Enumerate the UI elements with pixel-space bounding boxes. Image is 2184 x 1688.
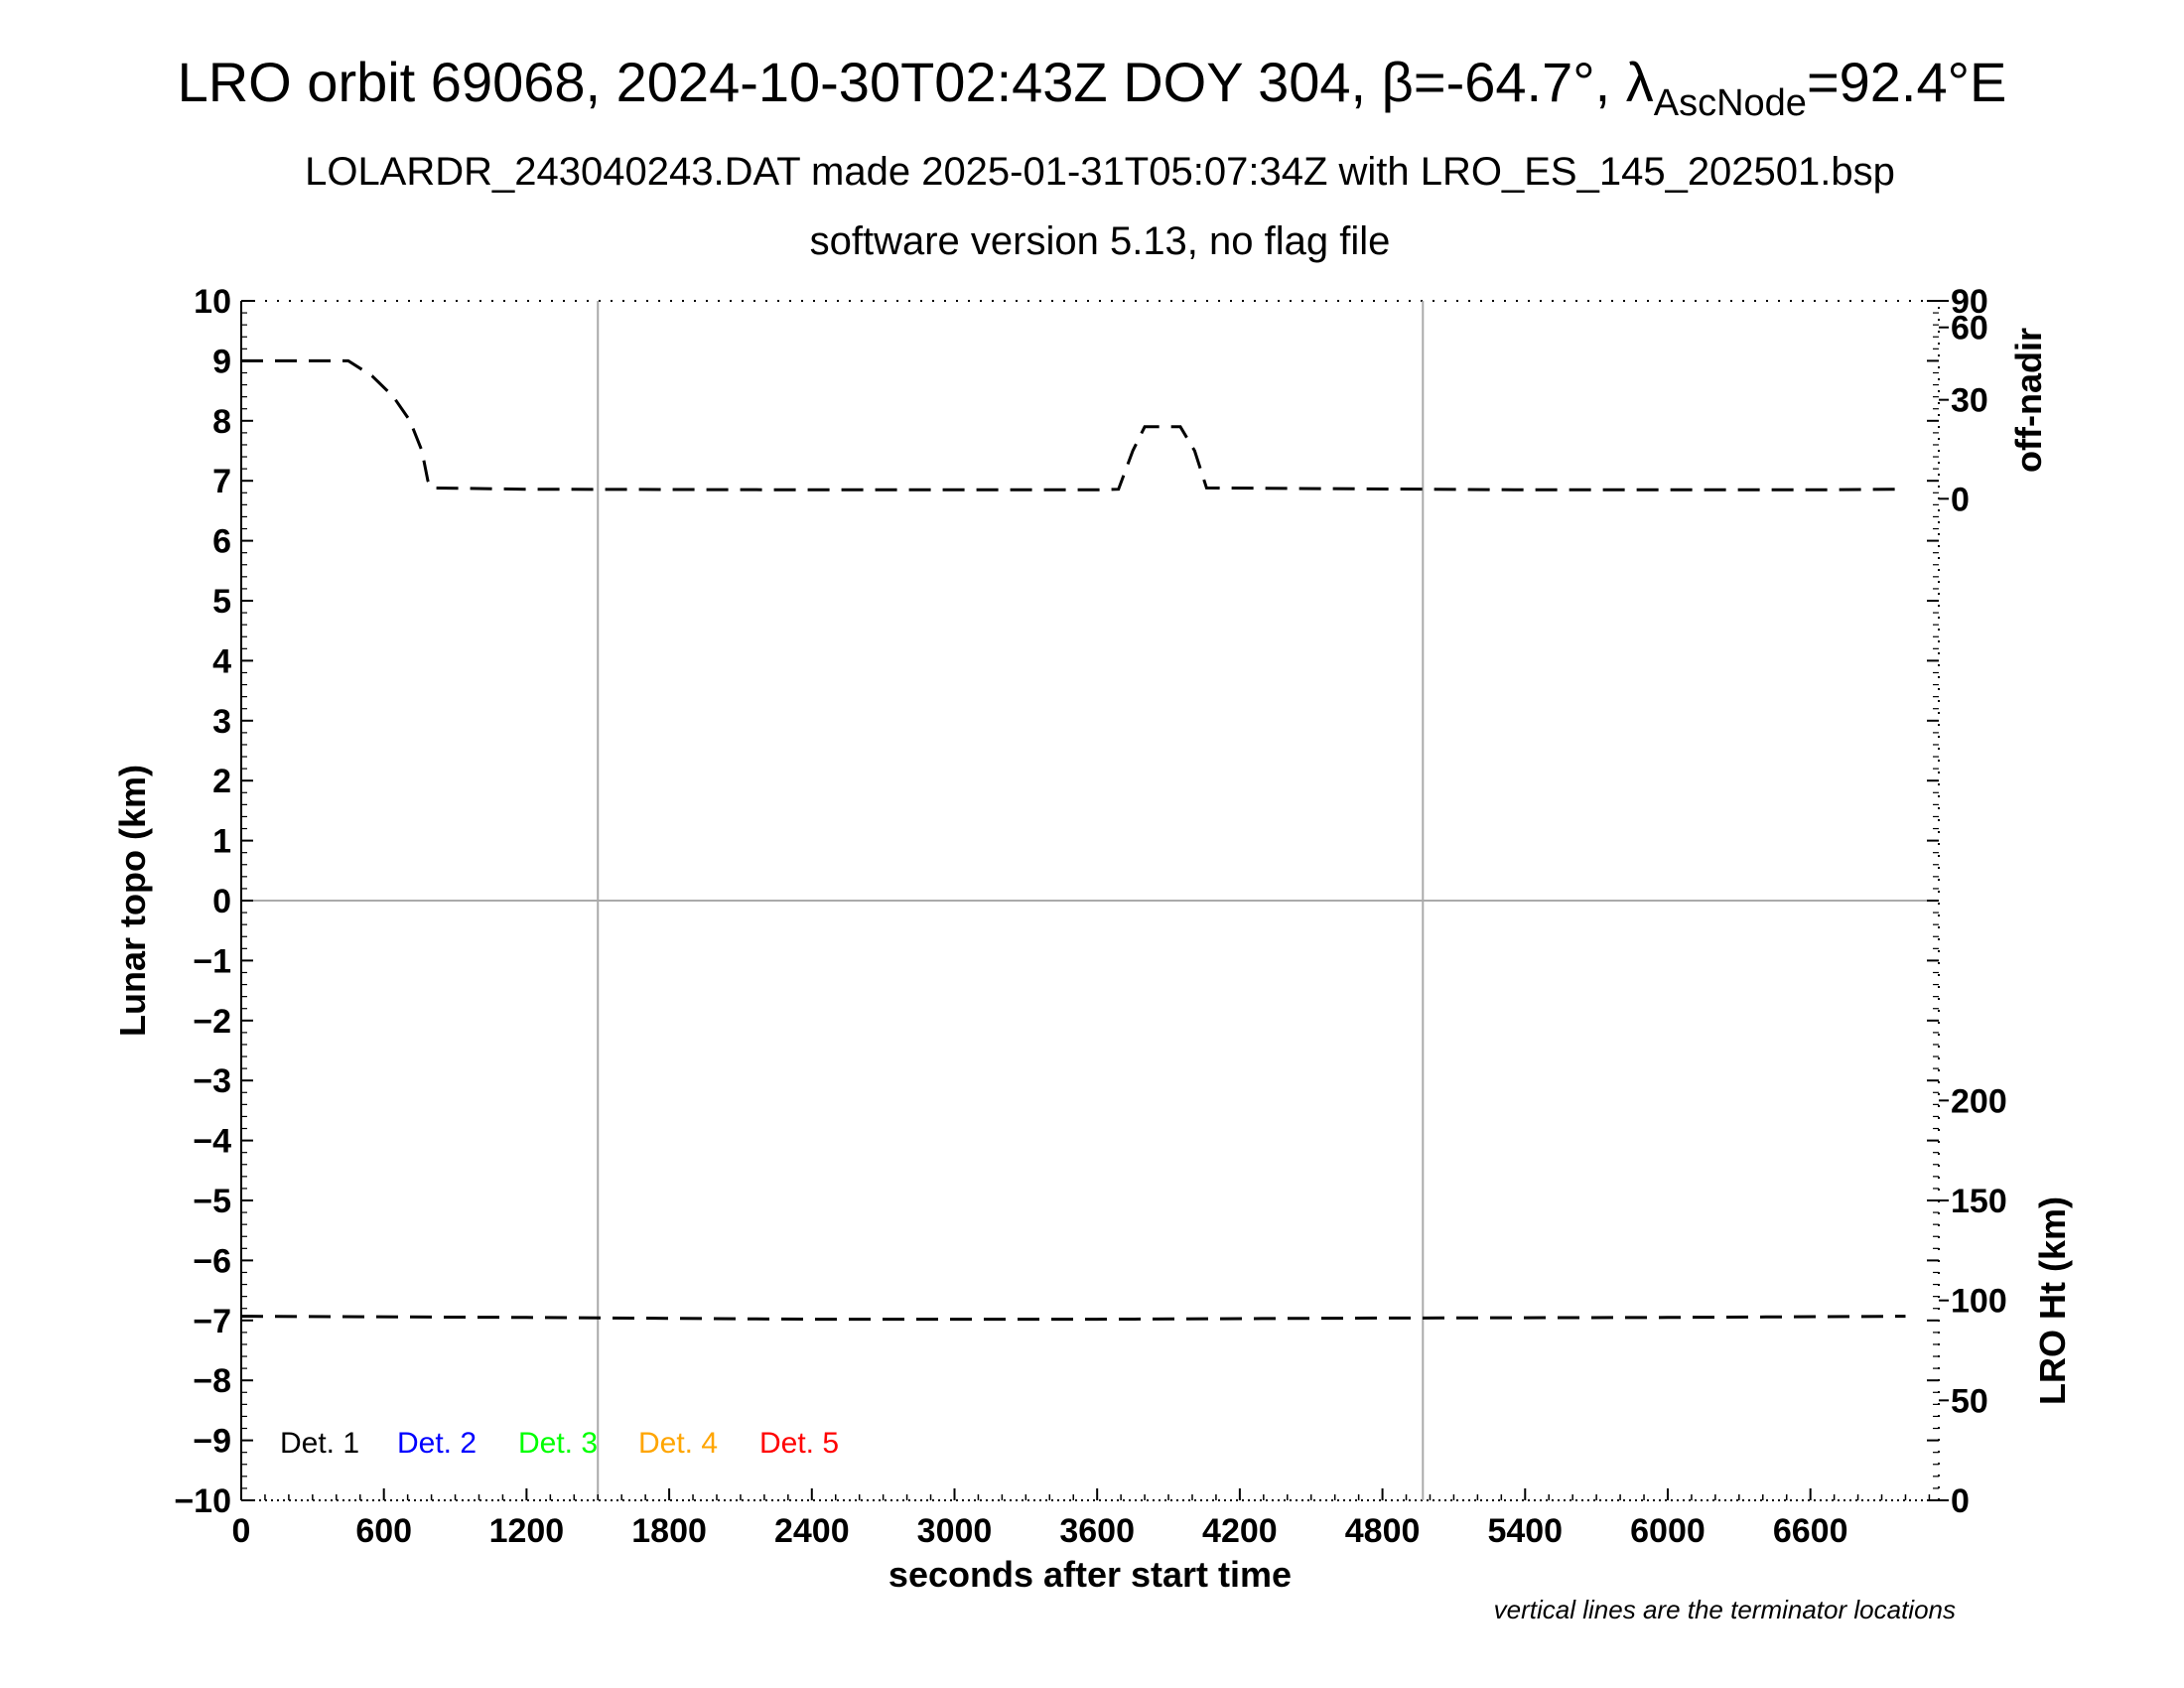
chart-subtitle-2: software version 5.13, no flag file	[810, 219, 1391, 263]
terminator-note: vertical lines are the terminator locati…	[1494, 1595, 1956, 1624]
y-tick-label: 4	[212, 642, 231, 680]
x-tick-label: 600	[355, 1512, 412, 1550]
y-tick-label: −6	[193, 1242, 231, 1280]
y-tick-label: 2	[212, 763, 231, 800]
y-tick-label: −9	[193, 1423, 231, 1461]
legend-det-3: Det. 3	[518, 1427, 598, 1460]
chart-subtitle: LOLARDR_243040243.DAT made 2025-01-31T05…	[305, 150, 1895, 194]
y-tick-label: 3	[212, 703, 231, 741]
offnadir-tick-label: 0	[1951, 481, 1970, 518]
height-tick-label: 50	[1951, 1382, 1988, 1420]
y-tick-label: −10	[174, 1482, 231, 1520]
legend-det-5: Det. 5	[759, 1427, 839, 1460]
y-tick-label: −5	[193, 1183, 231, 1220]
legend-det-4: Det. 4	[638, 1427, 718, 1460]
chart-title: LRO orbit 69068, 2024-10-30T02:43Z DOY 3…	[178, 51, 2007, 124]
offnadir-axis-label: off-nadir	[2008, 328, 2049, 473]
y-tick-label: 10	[194, 283, 231, 321]
legend: Det. 1 Det. 2 Det. 3 Det. 4 Det. 5	[280, 1427, 839, 1460]
x-tick-label: 3000	[917, 1512, 993, 1550]
series-line-1	[241, 358, 1906, 492]
y-axis-label: Lunar topo (km)	[112, 765, 153, 1037]
y-tick-label: −7	[193, 1303, 231, 1340]
height-axis-label: LRO Ht (km)	[2032, 1196, 2073, 1405]
tick-layer: 0 600 1200 1800 2400 3000 3600 4200 4800 5400 6000…	[174, 283, 2006, 1550]
y-tick-label: −3	[193, 1062, 231, 1100]
y-tick-label: 7	[212, 463, 231, 500]
legend-det-2: Det. 2	[397, 1427, 477, 1460]
y-tick-label: 5	[212, 583, 231, 621]
y-tick-label: 1	[212, 823, 231, 861]
x-tick-label: 6000	[1630, 1512, 1706, 1550]
y-tick-label: 6	[212, 523, 231, 561]
series-line-2	[240, 1315, 1906, 1322]
height-tick-label: 200	[1951, 1082, 2007, 1120]
height-tick-label: 150	[1951, 1183, 2007, 1220]
x-tick-label: 4800	[1345, 1512, 1421, 1550]
legend-det-1: Det. 1	[280, 1427, 359, 1460]
series-layer	[240, 358, 1906, 1322]
offnadir-tick-label: 30	[1951, 382, 1988, 420]
x-tick-label: 4200	[1202, 1512, 1278, 1550]
y-tick-label: −4	[193, 1123, 231, 1161]
y-tick-label: −1	[193, 942, 231, 980]
x-tick-label: 5400	[1487, 1512, 1563, 1550]
y-tick-label: −8	[193, 1362, 231, 1400]
x-tick-label: 1200	[489, 1512, 565, 1550]
y-tick-label: 8	[212, 403, 231, 441]
grid-layer	[241, 301, 1939, 1500]
y-tick-label: 0	[212, 883, 231, 920]
offnadir-tick-label: 90	[1951, 283, 1988, 321]
y-tick-label: 9	[212, 343, 231, 380]
height-tick-label: 100	[1951, 1283, 2007, 1321]
y-tick-label: −2	[193, 1003, 231, 1041]
x-tick-label: 3600	[1059, 1512, 1135, 1550]
height-tick-label: 0	[1951, 1482, 1970, 1520]
offnadir-tick-label: 60	[1951, 310, 1988, 348]
x-tick-label: 1800	[631, 1512, 707, 1550]
x-tick-label: 6600	[1773, 1512, 1848, 1550]
x-tick-label: 0	[232, 1512, 251, 1550]
x-tick-label: 2400	[774, 1512, 850, 1550]
x-axis-label: seconds after start time	[888, 1554, 1292, 1595]
